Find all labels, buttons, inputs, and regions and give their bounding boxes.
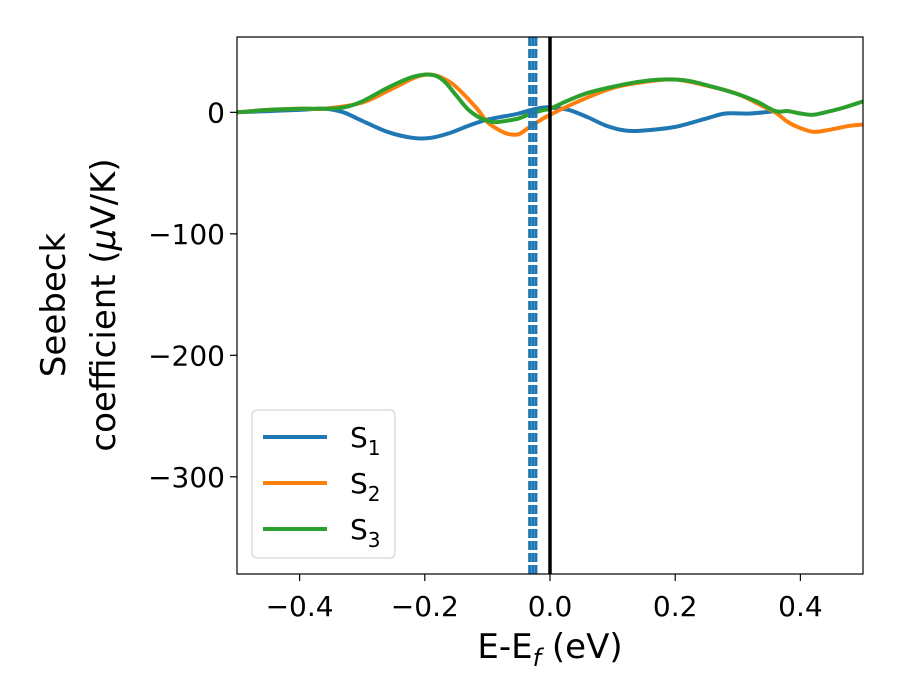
y-tick-label: −200 [148,339,225,372]
x-axis-label: E-Ef (eV) [477,627,622,672]
series-line-s1 [237,105,778,141]
y-tick-label: −300 [148,461,225,494]
legend-item-s3: S3 [263,513,381,552]
legend-label: S1 [350,421,381,460]
vertical-lines [528,37,552,574]
legend-item-s1: S1 [263,421,381,460]
x-tick-label: −0.2 [391,590,459,623]
legend-item-s2: S2 [263,467,381,506]
x-tick-label: 0.0 [528,590,573,623]
legend: S1 S2 S3 [251,409,396,559]
y-axis-label-line2: coefficient (μV/K) [84,158,124,451]
series-line-s3 [237,72,863,125]
legend-entries: S1 S2 S3 [263,421,381,552]
x-ticks: −0.4 −0.2 0.0 0.2 0.4 [266,574,823,623]
y-axis-label-line1: Seebeck [34,233,74,378]
y-tick-label: 0 [207,96,225,129]
legend-label: S3 [350,513,381,552]
x-tick-label: 0.4 [778,590,823,623]
x-tick-label: 0.2 [653,590,698,623]
y-axis-label: Seebeck coefficient (μV/K) [34,158,124,451]
y-ticks: 0 −100 −200 −300 [148,96,237,494]
x-tick-label: −0.4 [266,590,334,623]
y-tick-label: −100 [148,218,225,251]
legend-label: S2 [350,467,381,506]
